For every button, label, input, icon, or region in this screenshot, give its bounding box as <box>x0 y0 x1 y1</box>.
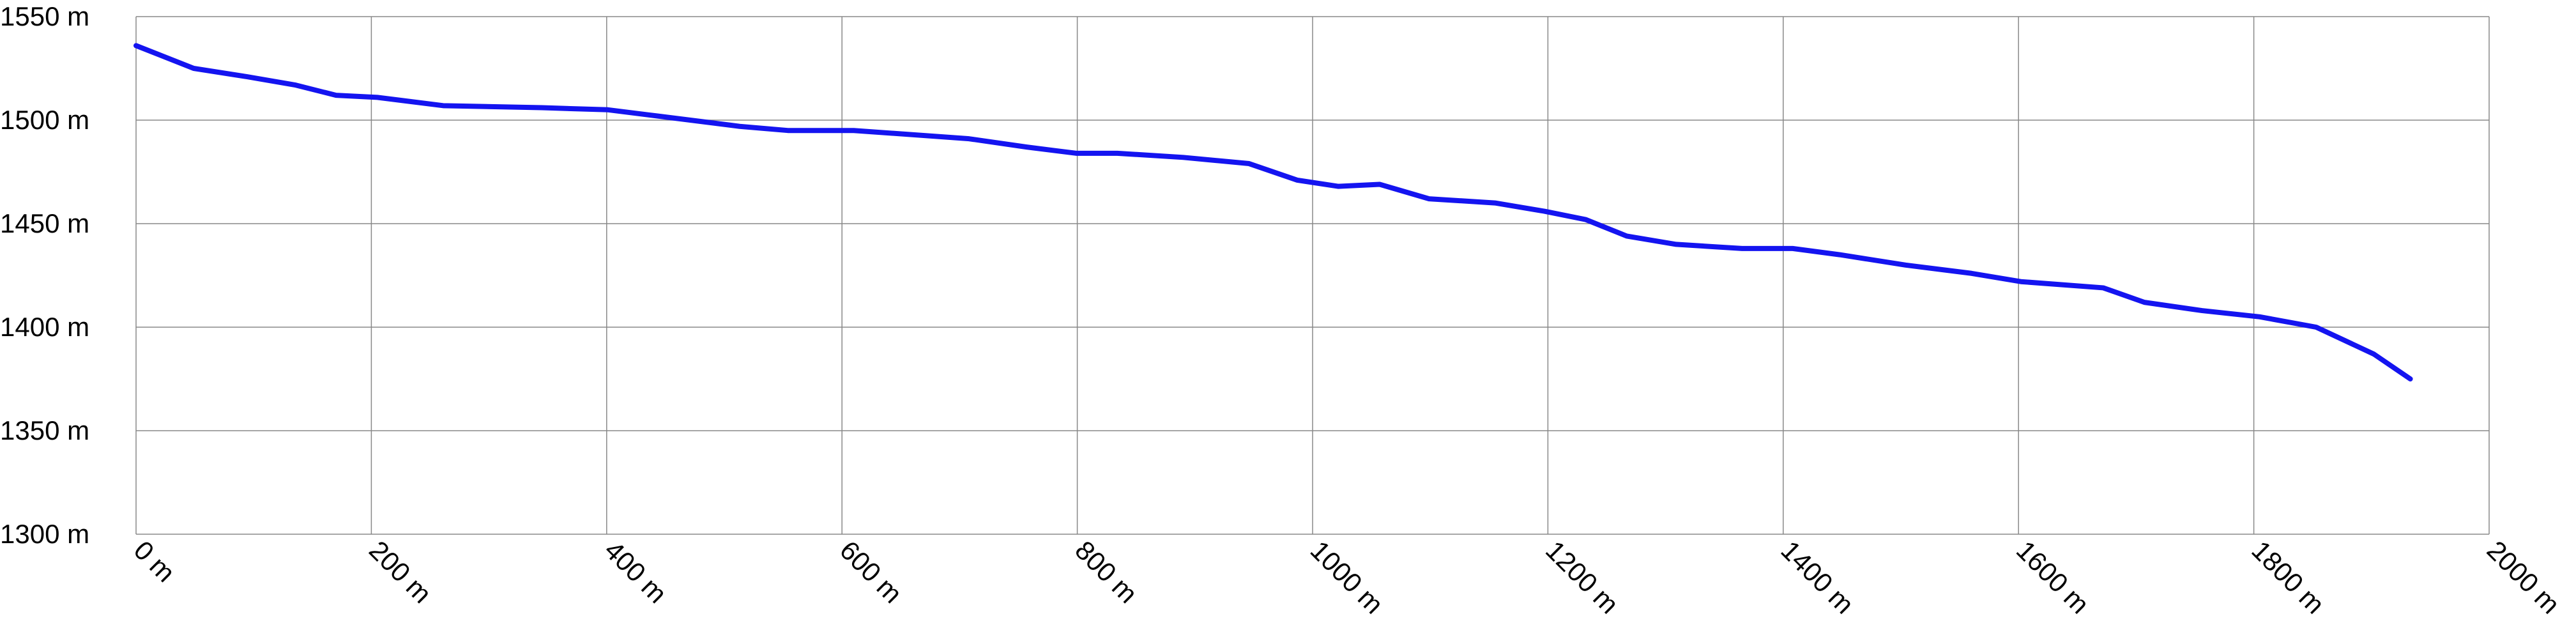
x-tick-label: 400 m <box>598 535 673 609</box>
y-tick-label: 1300 m <box>0 519 89 549</box>
x-tick-label: 2000 m <box>2481 535 2566 619</box>
x-tick-label: 1000 m <box>1305 535 1389 619</box>
x-tick-label: 1200 m <box>1540 535 1624 619</box>
x-tick-label: 200 m <box>363 535 438 609</box>
x-tick-label: 800 m <box>1069 535 1143 609</box>
y-tick-label: 1400 m <box>0 312 89 342</box>
y-tick-label: 1550 m <box>0 1 89 31</box>
x-tick-label: 0 m <box>128 535 181 588</box>
x-tick-label: 1400 m <box>1775 535 1859 619</box>
y-tick-label: 1450 m <box>0 208 89 238</box>
elevation-line <box>133 43 2413 381</box>
x-tick-label: 1600 m <box>2011 535 2095 619</box>
x-tick-label: 1800 m <box>2246 535 2330 619</box>
y-tick-label: 1350 m <box>0 415 89 445</box>
y-tick-label: 1500 m <box>0 105 89 135</box>
x-tick-label: 600 m <box>834 535 908 609</box>
